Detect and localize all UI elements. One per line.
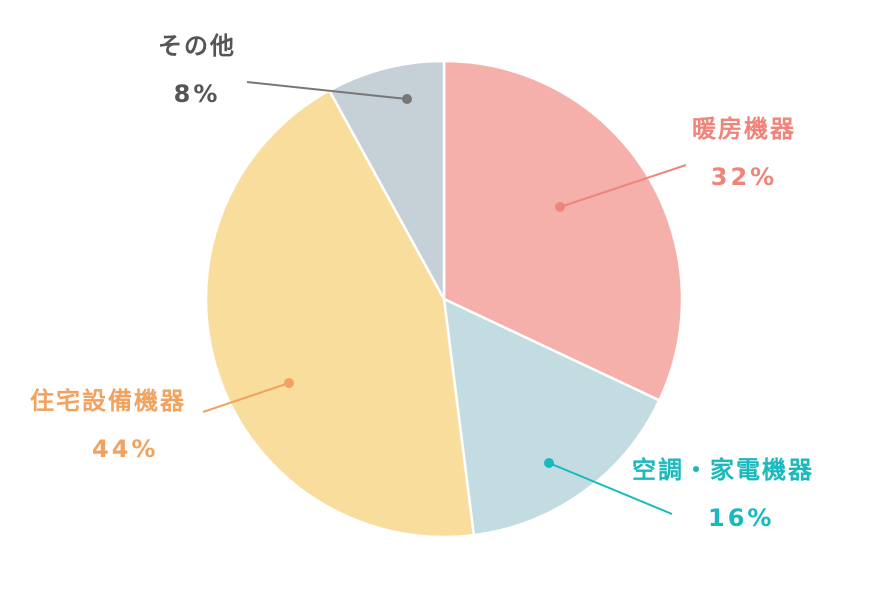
label-heating-value: 32%: [710, 163, 778, 191]
label-heating: 暖房機器 32%: [692, 117, 796, 189]
label-housing: 住宅設備機器 44%: [30, 389, 186, 461]
leader-line-heating: [559, 164, 687, 208]
slice-housing: [204, 88, 476, 539]
leader-line-aircon: [548, 462, 673, 515]
label-other: その他 8%: [158, 34, 236, 106]
label-housing-value: 44%: [92, 435, 159, 463]
label-other-name: その他: [158, 32, 236, 60]
label-aircon: 空調・家電機器 16%: [632, 458, 814, 530]
leader-line-housing: [202, 382, 290, 413]
slice-heating: [442, 59, 684, 403]
leader-line-other: [246, 81, 408, 100]
leader-dot-housing: [284, 378, 294, 388]
leader-dot-other: [402, 94, 412, 104]
label-housing-name: 住宅設備機器: [30, 387, 186, 415]
label-aircon-name: 空調・家電機器: [632, 456, 814, 484]
leader-dot-heating: [555, 202, 565, 212]
label-aircon-value: 16%: [708, 504, 775, 532]
slice-other: [327, 59, 446, 300]
label-heating-name: 暖房機器: [692, 115, 796, 143]
slice-aircon: [442, 296, 662, 537]
label-other-value: 8%: [173, 80, 221, 108]
leader-dot-aircon: [544, 458, 554, 468]
